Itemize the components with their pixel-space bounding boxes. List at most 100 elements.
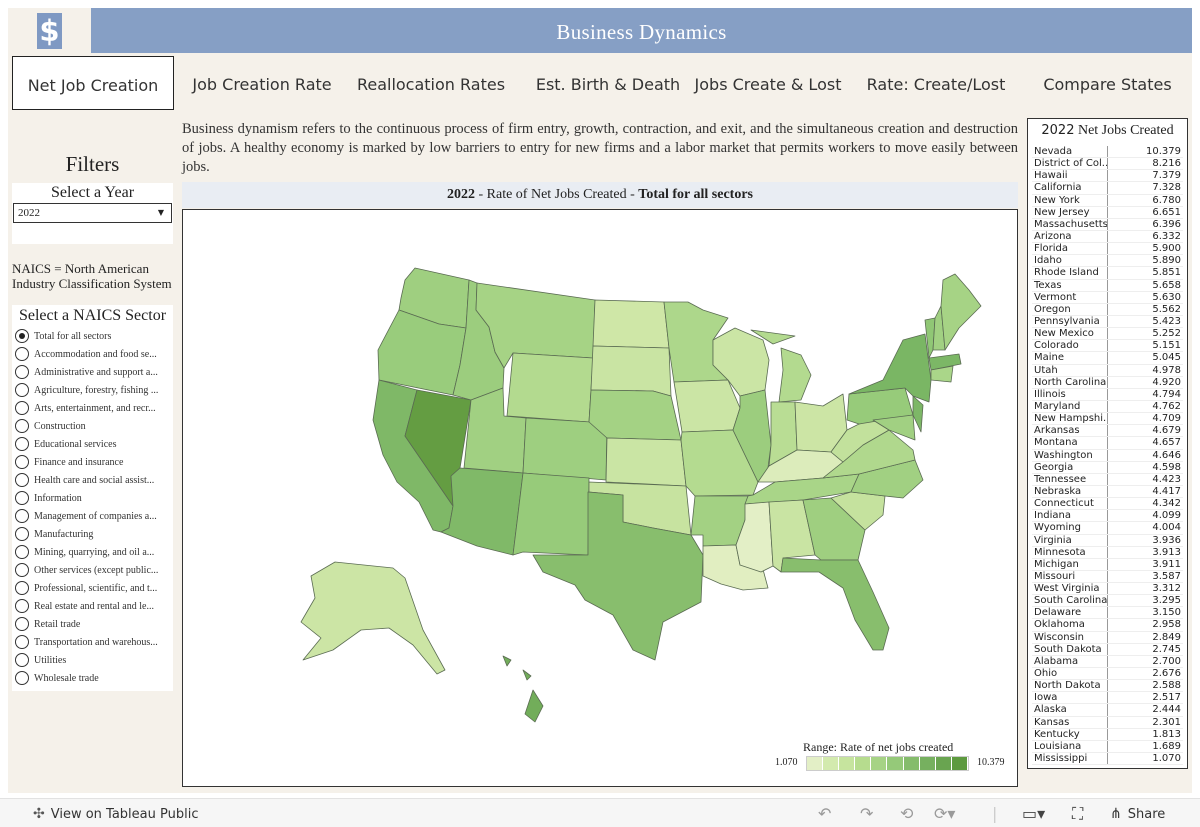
table-row[interactable]: Texas 5.658 bbox=[1032, 279, 1183, 292]
sector-option[interactable]: Agriculture, forestry, fishing ... bbox=[15, 381, 173, 399]
ranking-table[interactable]: 2022 Net Jobs Created Nevada 10.379 Distri… bbox=[1027, 118, 1188, 769]
radio-button[interactable] bbox=[15, 491, 29, 505]
state-new-mexico[interactable] bbox=[512, 472, 590, 556]
table-row[interactable]: Utah 4.978 bbox=[1032, 364, 1183, 377]
table-row[interactable]: Idaho 5.890 bbox=[1032, 255, 1183, 268]
table-row[interactable]: Massachusetts 6.396 bbox=[1032, 218, 1183, 231]
table-row[interactable]: New Mexico 5.252 bbox=[1032, 328, 1183, 341]
sector-option[interactable]: Educational services bbox=[15, 435, 173, 453]
table-row[interactable]: Montana 4.657 bbox=[1032, 437, 1183, 450]
radio-button[interactable] bbox=[15, 455, 29, 469]
table-row[interactable]: Florida 5.900 bbox=[1032, 243, 1183, 256]
tab-net-job-creation[interactable]: Net Job Creation bbox=[12, 56, 174, 110]
year-dropdown[interactable]: 2022 ▼ bbox=[13, 203, 172, 223]
table-row[interactable]: Georgia 4.598 bbox=[1032, 461, 1183, 474]
table-row[interactable]: California 7.328 bbox=[1032, 182, 1183, 195]
table-row[interactable]: Alaska 2.444 bbox=[1032, 704, 1183, 717]
state-maryland[interactable] bbox=[872, 414, 916, 441]
radio-button[interactable] bbox=[15, 401, 29, 415]
sector-option[interactable]: Utilities bbox=[15, 651, 173, 669]
table-row[interactable]: Vermont 5.630 bbox=[1032, 291, 1183, 304]
table-row[interactable]: Oklahoma 2.958 bbox=[1032, 619, 1183, 632]
state-new-jersey[interactable] bbox=[912, 395, 924, 433]
table-row[interactable]: South Dakota 2.745 bbox=[1032, 643, 1183, 656]
radio-button[interactable] bbox=[15, 383, 29, 397]
tab-job-creation-rate[interactable]: Job Creation Rate bbox=[192, 75, 332, 94]
table-row[interactable]: Missouri 3.587 bbox=[1032, 570, 1183, 584]
radio-button[interactable] bbox=[15, 545, 29, 559]
sector-option[interactable]: Information bbox=[15, 489, 173, 507]
radio-button[interactable] bbox=[15, 671, 29, 685]
table-row[interactable]: Ohio 2.676 bbox=[1032, 668, 1183, 681]
table-row[interactable]: North Dakota 2.588 bbox=[1032, 680, 1183, 693]
table-row[interactable]: Arizona 6.332 bbox=[1032, 230, 1183, 244]
table-row[interactable]: Nebraska 4.417 bbox=[1032, 485, 1183, 499]
table-row[interactable]: Michigan 3.911 bbox=[1032, 558, 1183, 571]
tab-reallocation-rates[interactable]: Reallocation Rates bbox=[356, 75, 506, 94]
table-row[interactable]: Kansas 2.301 bbox=[1032, 716, 1183, 729]
table-row[interactable]: Tennessee 4.423 bbox=[1032, 473, 1183, 486]
table-row[interactable]: Kentucky 1.813 bbox=[1032, 728, 1183, 741]
table-row[interactable]: New Jersey 6.651 bbox=[1032, 206, 1183, 219]
state-maine[interactable] bbox=[940, 273, 982, 351]
table-row[interactable]: Delaware 3.150 bbox=[1032, 607, 1183, 620]
table-row[interactable]: Maryland 4.762 bbox=[1032, 400, 1183, 414]
sector-option[interactable]: Management of companies a... bbox=[15, 507, 173, 525]
share-button[interactable]: ⋔ Share bbox=[1110, 806, 1165, 822]
table-row[interactable]: Washington 4.646 bbox=[1032, 449, 1183, 462]
sector-option[interactable]: Administrative and support a... bbox=[15, 363, 173, 381]
refresh-icon[interactable]: ⟳▾ bbox=[934, 804, 956, 823]
table-row[interactable]: Mississippi 1.070 bbox=[1032, 753, 1183, 766]
table-row[interactable]: New York 6.780 bbox=[1032, 194, 1183, 207]
table-row[interactable]: North Carolina 4.920 bbox=[1032, 376, 1183, 389]
state-nebraska[interactable] bbox=[588, 389, 682, 441]
state-wyoming[interactable] bbox=[506, 352, 594, 423]
radio-button[interactable] bbox=[15, 473, 29, 487]
tab-jobs-create-lost[interactable]: Jobs Create & Lost bbox=[694, 75, 842, 94]
tab-est-birth-death[interactable]: Est. Birth & Death bbox=[535, 75, 681, 94]
table-row[interactable]: Wisconsin 2.849 bbox=[1032, 631, 1183, 644]
sector-option[interactable]: Transportation and warehous... bbox=[15, 633, 173, 651]
table-row[interactable]: Alabama 2.700 bbox=[1032, 655, 1183, 669]
fullscreen-icon[interactable]: ⛶ bbox=[1072, 804, 1084, 823]
table-row[interactable]: Virginia 3.936 bbox=[1032, 534, 1183, 547]
state-hawaii[interactable] bbox=[502, 655, 544, 723]
table-row[interactable]: New Hampshi.. 4.709 bbox=[1032, 413, 1183, 426]
table-row[interactable]: Wyoming 4.004 bbox=[1032, 522, 1183, 535]
undo-icon[interactable]: ↶ bbox=[818, 804, 832, 823]
table-row[interactable]: Iowa 2.517 bbox=[1032, 692, 1183, 705]
sector-option[interactable]: Retail trade bbox=[15, 615, 173, 633]
sector-option[interactable]: Finance and insurance bbox=[15, 453, 173, 471]
radio-button[interactable] bbox=[15, 365, 29, 379]
radio-button[interactable] bbox=[15, 329, 29, 343]
sector-option[interactable]: Arts, entertainment, and recr... bbox=[15, 399, 173, 417]
table-row[interactable]: West Virginia 3.312 bbox=[1032, 583, 1183, 596]
sector-option[interactable]: Total for all sectors bbox=[15, 327, 173, 345]
comment-icon[interactable]: ▭▾ bbox=[1022, 804, 1046, 823]
state-connecticut[interactable] bbox=[930, 365, 954, 383]
radio-button[interactable] bbox=[15, 599, 29, 613]
table-row[interactable]: South Carolina 3.295 bbox=[1032, 595, 1183, 608]
tab-compare-states[interactable]: Compare States bbox=[1043, 75, 1172, 94]
map-canvas[interactable] bbox=[183, 210, 1017, 786]
table-row[interactable]: Pennsylvania 5.423 bbox=[1032, 315, 1183, 329]
sector-option[interactable]: Professional, scientific, and t... bbox=[15, 579, 173, 597]
sector-option[interactable]: Construction bbox=[15, 417, 173, 435]
sector-option[interactable]: Wholesale trade bbox=[15, 669, 173, 687]
state-texas[interactable] bbox=[532, 491, 704, 661]
tab-rate-create-lost[interactable]: Rate: Create/Lost bbox=[866, 75, 1006, 94]
state-alaska[interactable] bbox=[300, 561, 446, 675]
radio-button[interactable] bbox=[15, 437, 29, 451]
sector-option[interactable]: Real estate and rental and le... bbox=[15, 597, 173, 615]
table-row[interactable]: Nevada 10.379 bbox=[1032, 146, 1183, 159]
revert-icon[interactable]: ⟲ bbox=[900, 804, 914, 823]
table-row[interactable]: Hawaii 7.379 bbox=[1032, 170, 1183, 183]
radio-button[interactable] bbox=[15, 581, 29, 595]
state-north-dakota[interactable] bbox=[592, 299, 670, 349]
state-florida[interactable] bbox=[780, 557, 890, 651]
sector-option[interactable]: Health care and social assist... bbox=[15, 471, 173, 489]
table-row[interactable]: District of Col.. 8.216 bbox=[1032, 158, 1183, 171]
state-kansas[interactable] bbox=[605, 437, 687, 487]
radio-button[interactable] bbox=[15, 617, 29, 631]
table-row[interactable]: Louisiana 1.689 bbox=[1032, 740, 1183, 754]
